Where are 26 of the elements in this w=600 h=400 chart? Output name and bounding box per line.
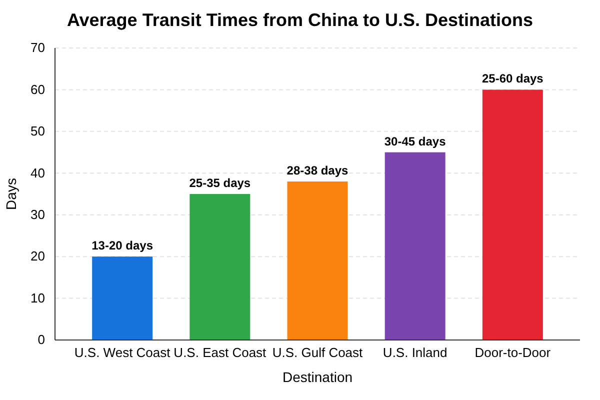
chart-title: Average Transit Times from China to U.S. Destinations bbox=[66, 10, 534, 30]
data-label: 25-35 days bbox=[189, 176, 251, 190]
bar bbox=[482, 90, 543, 340]
y-tick-label: 60 bbox=[30, 82, 45, 97]
data-label: 13-20 days bbox=[92, 238, 154, 253]
x-tick-label: U.S. West Coast bbox=[74, 345, 171, 360]
bar bbox=[287, 181, 348, 340]
bar bbox=[92, 256, 153, 340]
y-tick-label: 70 bbox=[30, 40, 45, 56]
y-tick-label: 10 bbox=[30, 290, 45, 306]
y-axis-title: Days bbox=[3, 178, 19, 210]
y-tick-label: 20 bbox=[30, 248, 45, 264]
x-axis-title: Destination bbox=[282, 369, 353, 385]
y-tick-label: 50 bbox=[30, 124, 45, 139]
bar bbox=[190, 194, 250, 340]
y-tick-label: 30 bbox=[30, 207, 45, 222]
data-label: 30-45 days bbox=[384, 134, 446, 148]
x-tick-label: Door-to-Door bbox=[474, 345, 552, 360]
data-label: 28-38 days bbox=[286, 163, 349, 178]
x-tick-label: U.S. East Coast bbox=[174, 345, 267, 360]
data-label: 25-60 days bbox=[482, 72, 544, 86]
y-tick-label: 40 bbox=[30, 165, 45, 180]
bar bbox=[384, 152, 446, 340]
x-tick-label: U.S. Gulf Coast bbox=[272, 345, 364, 360]
y-tick-label: 0 bbox=[38, 332, 45, 348]
x-tick-label: U.S. Inland bbox=[382, 345, 448, 360]
